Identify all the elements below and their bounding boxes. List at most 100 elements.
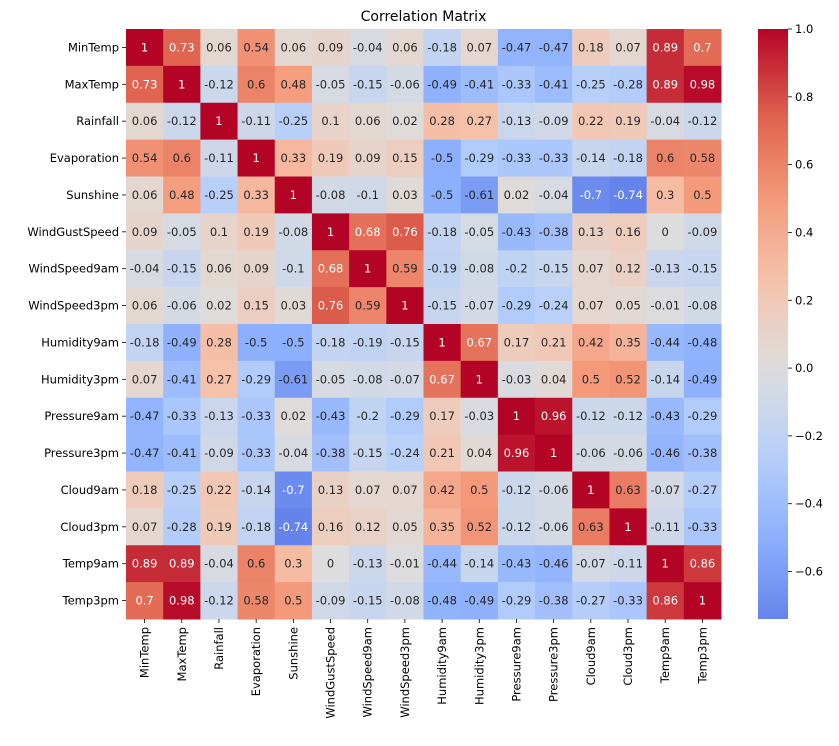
cell-value-label: -0.19 — [353, 335, 383, 349]
heatmap-cell — [683, 287, 722, 325]
cell-value-label: -0.12 — [502, 483, 532, 497]
heatmap-cell — [237, 508, 276, 546]
heatmap-cell — [609, 139, 648, 177]
cell-value-label: 1 — [476, 372, 483, 386]
heatmap-cell — [386, 102, 424, 141]
cell-value-label: 1 — [438, 335, 445, 349]
heatmap-cell — [460, 213, 499, 251]
cell-value-label: -0.7 — [282, 483, 304, 497]
cell-value-label: 0.89 — [169, 557, 195, 571]
heatmap-cell — [497, 508, 536, 546]
cell-value-label: 0.76 — [392, 225, 418, 239]
cell-value-label: -0.03 — [464, 409, 494, 423]
cell-value-label: -0.33 — [241, 409, 271, 423]
cell-value-label: -0.33 — [502, 151, 532, 165]
cell-value-label: 0.12 — [355, 520, 381, 534]
cell-value-label: 1 — [178, 77, 185, 91]
x-axis: MinTemp MaxTemp Rainfall Evaporation Sunshin… — [138, 619, 709, 719]
cell-value-label: 0.05 — [392, 520, 418, 534]
heatmap-cell — [423, 250, 462, 288]
cell-value-label: 0.19 — [615, 114, 641, 128]
heatmap-cell — [274, 65, 313, 104]
heatmap-cell — [460, 139, 499, 177]
cell-value-label: 0.68 — [318, 262, 344, 276]
heatmap-cell — [423, 324, 462, 362]
heatmap-cell — [609, 65, 648, 104]
heatmap-cell — [126, 250, 164, 288]
heatmap-cell — [349, 434, 387, 472]
cell-value-label: -0.43 — [502, 557, 532, 571]
cell-value-label: -0.5 — [431, 151, 453, 165]
cell-value-label: -0.18 — [427, 40, 457, 54]
cell-value-label: -0.49 — [688, 372, 718, 386]
heatmap-cell — [163, 102, 201, 141]
cell-value-label: -0.1 — [356, 188, 378, 202]
cell-value-label: -0.04 — [278, 446, 308, 460]
heatmap-cell — [646, 397, 685, 436]
heatmap-cell — [349, 102, 387, 141]
heatmap-cell — [683, 176, 722, 214]
heatmap-cell — [274, 360, 313, 399]
heatmap-cell — [386, 397, 424, 436]
cell-value-label: 0.21 — [541, 335, 567, 349]
heatmap-cell — [572, 102, 610, 141]
x-tick-label: Humidity3pm — [472, 627, 486, 705]
cell-value-label: 0 — [662, 225, 669, 239]
cell-value-label: -0.15 — [390, 335, 420, 349]
cell-value-label: 0.1 — [321, 114, 339, 128]
heatmap-cell — [386, 545, 424, 583]
heatmap-cell — [535, 324, 573, 362]
heatmap-cell — [163, 287, 201, 325]
cell-value-label: 0.17 — [504, 335, 530, 349]
heatmap-cell — [646, 29, 685, 67]
heatmap-cell — [349, 324, 387, 362]
cell-value-label: -0.12 — [204, 594, 234, 608]
cell-value-label: -0.06 — [167, 299, 197, 313]
cell-value-label: 0.89 — [652, 77, 678, 91]
heatmap-cell — [126, 287, 164, 325]
cell-value-label: -0.01 — [650, 299, 680, 313]
heatmap-cell — [460, 102, 499, 141]
heatmap-cell — [274, 545, 313, 583]
cell-value-label: -0.27 — [576, 594, 606, 608]
heatmap-cell — [423, 471, 462, 509]
cell-value-label: -0.12 — [613, 409, 643, 423]
cell-value-label: 0.09 — [132, 225, 158, 239]
x-tick-label: WindSpeed9am — [361, 627, 375, 718]
cell-value-label: 0.59 — [355, 299, 381, 313]
colorbar-tick-label: 0.2 — [795, 293, 813, 307]
heatmap-cell — [423, 434, 462, 472]
heatmap-cell — [311, 471, 350, 509]
y-tick-label: Humidity3pm — [41, 372, 119, 386]
heatmap-cell — [274, 471, 313, 509]
heatmap-cell — [683, 434, 722, 472]
y-tick-label: Sunshine — [66, 188, 119, 202]
cell-value-label: 1 — [624, 520, 631, 534]
heatmap-cell — [609, 360, 648, 399]
cell-value-label: -0.13 — [502, 114, 532, 128]
cell-value-label: -0.48 — [688, 335, 718, 349]
heatmap-cell — [423, 582, 462, 620]
cell-value-label: -0.2 — [505, 262, 527, 276]
heatmap-cell — [163, 324, 201, 362]
cell-value-label: 0.07 — [132, 372, 158, 386]
cell-value-label: -0.14 — [464, 557, 494, 571]
heatmap-cell — [274, 29, 313, 67]
cell-value-label: -0.29 — [502, 594, 532, 608]
cell-value-label: 0.07 — [578, 262, 604, 276]
heatmap-cell — [535, 471, 573, 509]
heatmap-cell — [163, 582, 201, 620]
cell-value-label: -0.46 — [539, 557, 569, 571]
cell-value-label: 0.15 — [392, 151, 418, 165]
heatmap-cell — [423, 508, 462, 546]
x-tick-label: Sunshine — [286, 627, 300, 680]
heatmap-cell — [460, 545, 499, 583]
cell-value-label: 0.59 — [392, 262, 418, 276]
x-tick-label: Temp9am — [658, 627, 672, 684]
cell-value-label: -0.38 — [316, 446, 346, 460]
heatmap-cell — [572, 176, 610, 214]
cell-value-label: -0.44 — [650, 335, 680, 349]
cell-value-label: -0.41 — [539, 77, 569, 91]
heatmap-cell — [163, 471, 201, 509]
cell-value-label: 0.86 — [652, 594, 678, 608]
